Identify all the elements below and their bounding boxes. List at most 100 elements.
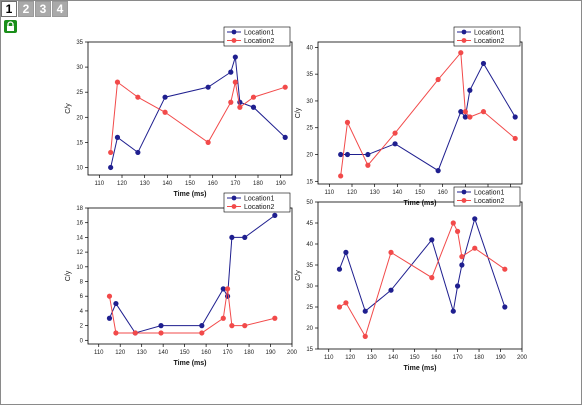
legend-marker — [231, 29, 237, 35]
data-point-location1 — [229, 234, 235, 241]
layer-tab-3[interactable]: 3 — [35, 1, 51, 17]
x-axis-label: Time (ms) — [404, 200, 437, 207]
x-tick-label: 170 — [223, 350, 234, 356]
y-tick-label: 20 — [306, 326, 313, 332]
legend: Location1 Location2 — [453, 186, 521, 207]
data-point-location1 — [392, 141, 398, 147]
lock-icon[interactable] — [4, 20, 17, 33]
x-tick-label: 160 — [208, 181, 219, 187]
chart-2: 110120130140150160170180190152025303540T… — [295, 26, 523, 207]
data-point-location2 — [343, 300, 349, 306]
legend-marker — [231, 204, 237, 209]
x-tick-label: 200 — [287, 350, 298, 356]
y-tick-label: 14 — [76, 235, 83, 241]
data-point-location1 — [162, 94, 168, 100]
x-tick-label: 140 — [388, 355, 399, 361]
data-point-location2 — [388, 249, 394, 255]
y-tick-label: 30 — [306, 284, 313, 290]
data-point-location2 — [106, 293, 113, 299]
plot-frame — [87, 41, 293, 176]
y-tick-label: 35 — [76, 40, 83, 46]
plot-frame — [87, 207, 293, 345]
data-point-location2 — [224, 286, 231, 292]
y-tick-label: 20 — [306, 153, 313, 159]
layer-tab-1[interactable]: 1 — [1, 1, 17, 17]
legend: Location1 Location2 — [223, 192, 291, 213]
series-line-location1 — [109, 214, 276, 334]
y-tick-label: 25 — [76, 90, 83, 96]
legend: Location1 Location2 — [453, 26, 521, 47]
x-axis-label: Time (ms) — [404, 365, 437, 372]
legend-label: Location1 — [244, 29, 274, 36]
y-tick-label: 8 — [80, 280, 84, 286]
legend-label: Location1 — [244, 195, 274, 202]
series-line-location2 — [108, 288, 275, 334]
data-point-location2 — [237, 104, 243, 110]
data-point-location2 — [336, 304, 343, 310]
data-point-location1 — [232, 54, 238, 60]
data-point-location2 — [450, 220, 456, 226]
layer-tabs: 1 2 3 4 — [1, 1, 68, 17]
y-axis-label: C/y — [65, 270, 72, 281]
legend-label: Location2 — [474, 198, 504, 205]
data-point-location2 — [472, 245, 478, 251]
x-tick-label: 190 — [276, 181, 287, 187]
data-point-location1 — [362, 308, 368, 314]
y-tick-label: 20 — [76, 115, 83, 121]
data-point-location2 — [502, 266, 508, 272]
x-tick-label: 160 — [438, 190, 449, 196]
data-point-location2 — [429, 275, 435, 281]
y-tick-label: 35 — [306, 72, 313, 78]
data-point-location2 — [459, 254, 465, 260]
layer-tab-4[interactable]: 4 — [52, 1, 68, 17]
x-tick-label: 170 — [453, 355, 464, 361]
y-axis-label: C/y — [295, 270, 302, 281]
series-line-location2 — [340, 51, 516, 177]
data-point-location2 — [338, 173, 344, 179]
y-tick-label: 4 — [80, 309, 84, 315]
legend-marker — [461, 38, 467, 43]
data-point-location2 — [229, 323, 235, 329]
data-point-location1 — [344, 151, 351, 158]
y-tick-label: 35 — [306, 263, 313, 269]
series-line-location2 — [110, 81, 286, 153]
data-point-location1 — [480, 60, 487, 67]
legend-label: Location1 — [474, 29, 504, 36]
data-point-location1 — [199, 323, 205, 329]
data-point-location1 — [338, 151, 344, 158]
x-tick-label: 180 — [253, 181, 264, 187]
data-point-location2 — [435, 76, 441, 83]
data-point-location2 — [158, 330, 164, 336]
data-point-location1 — [472, 216, 478, 222]
x-tick-label: 190 — [496, 355, 507, 361]
data-point-location1 — [459, 262, 465, 268]
data-point-location1 — [237, 99, 243, 105]
data-point-location2 — [344, 119, 351, 125]
data-point-location2 — [250, 94, 257, 100]
data-point-location1 — [435, 168, 441, 174]
y-tick-label: 2 — [80, 324, 84, 330]
series-line-location2 — [339, 221, 506, 338]
data-point-location2 — [132, 330, 138, 336]
data-point-location1 — [242, 234, 248, 241]
y-tick-label: 15 — [306, 179, 313, 185]
data-point-location1 — [467, 87, 473, 93]
data-point-location1 — [272, 212, 278, 218]
legend-label: Location1 — [474, 189, 504, 196]
data-point-location2 — [272, 315, 278, 321]
legend-marker — [461, 189, 467, 195]
x-tick-label: 110 — [95, 181, 105, 187]
data-point-location1 — [365, 151, 371, 158]
data-point-location2 — [454, 228, 461, 234]
layer-tab-2[interactable]: 2 — [18, 1, 34, 17]
x-tick-label: 110 — [325, 190, 335, 196]
data-point-location1 — [336, 266, 343, 272]
data-point-location1 — [228, 69, 234, 75]
data-point-location1 — [388, 287, 394, 293]
data-point-location1 — [106, 315, 113, 321]
data-point-location2 — [365, 162, 371, 168]
y-tick-label: 18 — [76, 206, 83, 212]
x-tick-label: 150 — [185, 181, 196, 187]
x-tick-label: 130 — [367, 355, 378, 361]
